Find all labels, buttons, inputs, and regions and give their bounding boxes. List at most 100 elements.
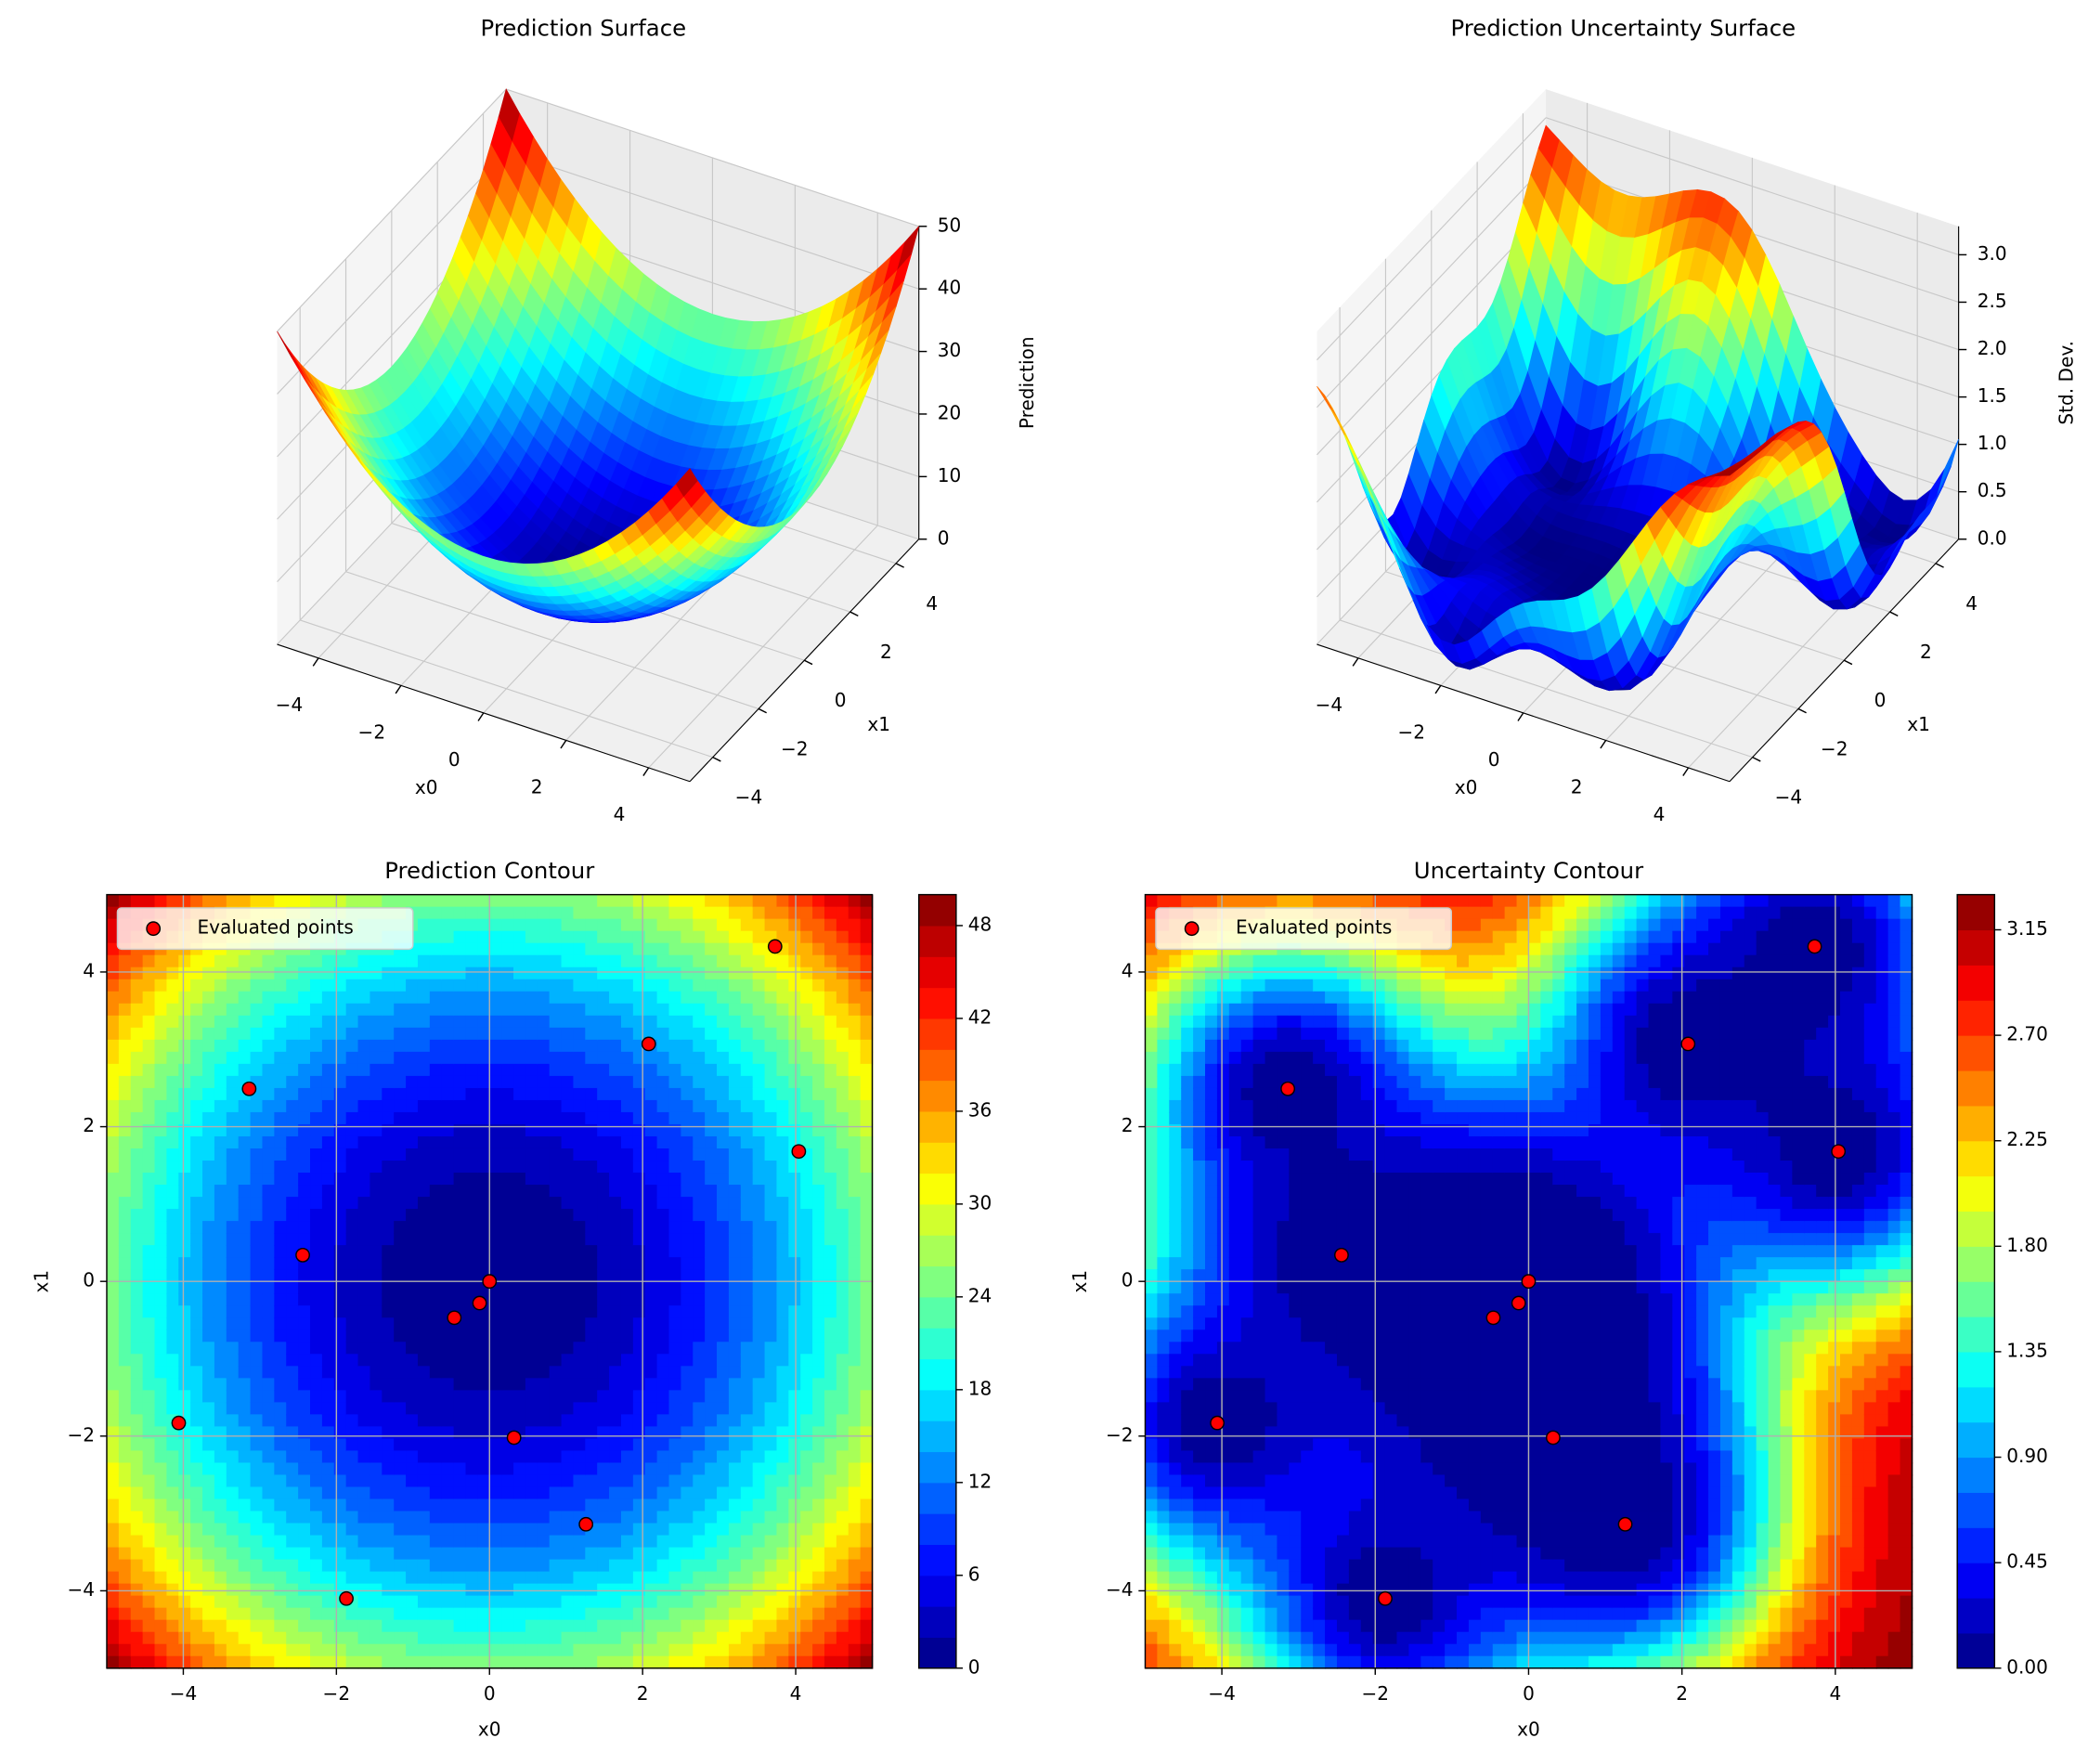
contour-cell — [573, 1366, 587, 1380]
contour-cell — [262, 1414, 276, 1428]
contour-cell — [274, 1354, 288, 1368]
contour-cell — [286, 1547, 299, 1561]
contour-cell — [382, 1474, 396, 1488]
contour-cell — [417, 1547, 431, 1561]
contour-cell — [429, 1450, 443, 1464]
contour-cell — [250, 1619, 264, 1633]
contour-cell — [465, 1161, 479, 1174]
contour-cell — [238, 1354, 252, 1368]
contour-cell — [130, 1221, 144, 1234]
contour-cell — [549, 1342, 563, 1355]
contour-cell — [537, 1378, 551, 1392]
contour-cell — [609, 1161, 622, 1174]
contour-cell — [465, 1474, 479, 1488]
contour-cell — [644, 1148, 658, 1161]
contour-cell — [406, 1354, 419, 1368]
contour-cell — [382, 1269, 396, 1283]
contour-cell — [190, 1559, 203, 1573]
contour-cell — [417, 1257, 431, 1271]
contour-cell — [190, 1523, 203, 1537]
contour-cell — [286, 1342, 299, 1355]
contour-cell — [561, 1317, 575, 1331]
contour-cell — [513, 1257, 526, 1271]
contour-cell — [190, 1462, 203, 1476]
contour-cell — [501, 1486, 514, 1500]
contour-cell — [226, 1571, 240, 1585]
contour-cell — [477, 1087, 491, 1101]
contour-cell — [525, 1559, 538, 1573]
contour-cell — [178, 1571, 192, 1585]
y-tick-label: 2 — [880, 641, 892, 663]
contour-cell — [441, 1450, 455, 1464]
contour-cell — [477, 1027, 491, 1041]
contour-cell — [118, 979, 132, 992]
contour-cell — [238, 1607, 252, 1621]
contour-cell — [513, 1221, 526, 1234]
contour-cell — [226, 1329, 240, 1343]
contour-cell — [489, 1402, 502, 1416]
contour-cell — [142, 1426, 156, 1440]
contour-cell — [202, 1655, 215, 1669]
contour-cell — [310, 1329, 323, 1343]
contour-cell — [441, 918, 455, 932]
contour-cell — [274, 1173, 288, 1186]
contour-cell — [525, 1462, 538, 1476]
contour-cell — [118, 1063, 132, 1077]
contour-cell — [441, 1063, 455, 1077]
contour-cell — [429, 1523, 443, 1537]
contour-cell — [525, 1269, 538, 1283]
contour-cell — [298, 1462, 311, 1476]
contour-cell — [370, 1643, 383, 1657]
x-tick-label: 4 — [614, 803, 626, 825]
contour-cell — [345, 1269, 359, 1283]
contour-cell — [286, 1039, 299, 1053]
contour-cell — [130, 1559, 144, 1573]
contour-cell — [250, 1631, 264, 1645]
contour-cell — [453, 1003, 467, 1017]
contour-cell — [573, 1281, 587, 1295]
contour-cell — [226, 1161, 240, 1174]
contour-cell — [573, 1390, 587, 1404]
contour-cell — [310, 1305, 323, 1319]
contour-cell — [250, 1643, 264, 1657]
contour-cell — [370, 1099, 383, 1113]
contour-cell — [417, 894, 431, 908]
contour-cell — [394, 1051, 407, 1065]
contour-cell — [382, 1595, 396, 1609]
contour-cell — [202, 1293, 215, 1307]
contour-cell — [394, 1003, 407, 1017]
contour-cell — [178, 1305, 192, 1319]
y-tick-label: −4 — [1775, 786, 1803, 809]
contour-cell — [429, 1655, 443, 1669]
contour-cell — [609, 1197, 622, 1210]
contour-cell — [632, 1099, 646, 1113]
contour-cell — [620, 1414, 634, 1428]
contour-cell — [549, 1438, 563, 1452]
contour-cell — [549, 1173, 563, 1186]
contour-cell — [549, 1305, 563, 1319]
x-tick — [1600, 740, 1607, 749]
contour-cell — [345, 1342, 359, 1355]
contour-cell — [130, 1245, 144, 1259]
contour-cell — [429, 991, 443, 1005]
contour-cell — [656, 1607, 670, 1621]
contour-cell — [668, 966, 682, 980]
contour-cell — [585, 1426, 599, 1440]
contour-cell — [321, 1607, 335, 1621]
contour-cell — [489, 1619, 502, 1633]
contour-cell — [130, 1161, 144, 1174]
contour-cell — [429, 1559, 443, 1573]
contour-cell — [406, 1257, 419, 1271]
contour-cell — [214, 1221, 227, 1234]
contour-cell — [620, 1173, 634, 1186]
contour-cell — [609, 1523, 622, 1537]
contour-cell — [298, 1148, 311, 1161]
contour-cell — [274, 1474, 288, 1488]
contour-cell — [321, 1631, 335, 1645]
contour-cell — [501, 942, 514, 956]
contour-cell — [130, 1511, 144, 1524]
contour-cell — [429, 1474, 443, 1488]
contour-cell — [525, 1209, 538, 1222]
contour-cell — [250, 1547, 264, 1561]
z-tick-label: 0 — [938, 526, 950, 549]
